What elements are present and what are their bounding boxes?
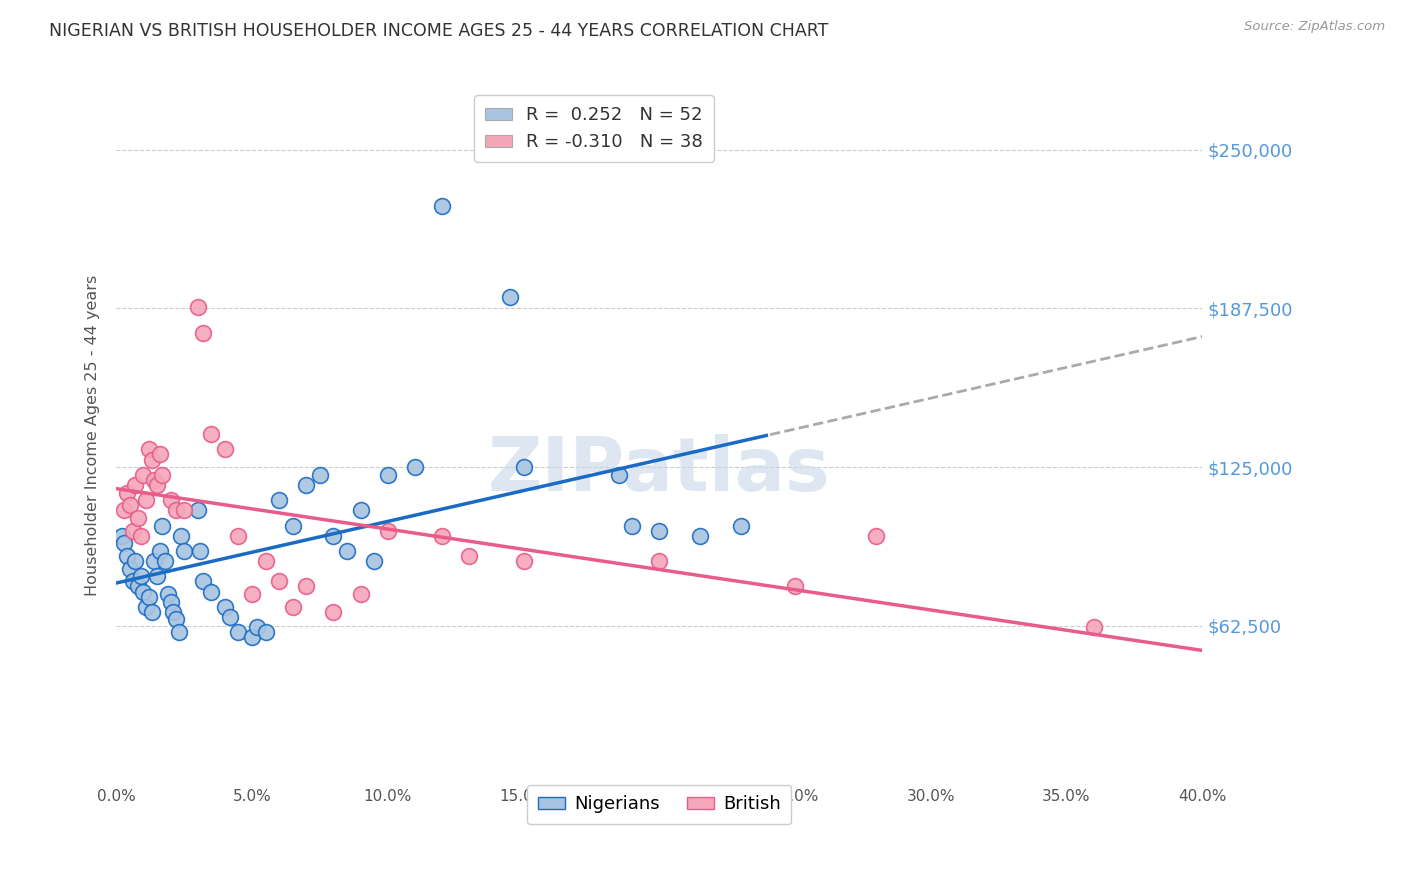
Point: [118, 562, 141, 576]
Point: [254, 625, 277, 640]
Point: [512, 460, 534, 475]
Point: [141, 605, 163, 619]
Text: NIGERIAN VS BRITISH HOUSEHOLDER INCOME AGES 25 - 44 YEARS CORRELATION CHART: NIGERIAN VS BRITISH HOUSEHOLDER INCOME A…: [49, 22, 828, 40]
Point: [1083, 620, 1105, 634]
Point: [281, 599, 304, 614]
Point: [214, 442, 236, 457]
Point: [865, 529, 887, 543]
Point: [146, 478, 169, 492]
Point: [118, 498, 141, 512]
Point: [115, 485, 138, 500]
Point: [129, 529, 152, 543]
Point: [143, 473, 166, 487]
Point: [159, 493, 181, 508]
Point: [132, 584, 155, 599]
Point: [648, 524, 671, 538]
Point: [173, 503, 195, 517]
Point: [159, 595, 181, 609]
Point: [458, 549, 481, 563]
Point: [190, 544, 212, 558]
Point: [240, 630, 263, 644]
Point: [607, 467, 630, 482]
Point: [121, 524, 143, 538]
Point: [689, 529, 711, 543]
Point: [322, 529, 344, 543]
Point: [149, 447, 172, 461]
Point: [191, 326, 214, 340]
Point: [167, 625, 190, 640]
Point: [111, 529, 134, 543]
Point: [141, 452, 163, 467]
Point: [135, 493, 157, 508]
Point: [404, 460, 426, 475]
Point: [132, 467, 155, 482]
Point: [127, 579, 149, 593]
Point: [281, 518, 304, 533]
Point: [336, 544, 359, 558]
Point: [621, 518, 644, 533]
Point: [152, 518, 174, 533]
Point: [349, 587, 371, 601]
Point: [127, 511, 149, 525]
Point: [377, 524, 399, 538]
Text: Source: ZipAtlas.com: Source: ZipAtlas.com: [1244, 20, 1385, 33]
Point: [165, 612, 187, 626]
Point: [246, 620, 269, 634]
Point: [191, 574, 214, 589]
Point: [129, 569, 152, 583]
Point: [187, 300, 209, 314]
Point: [219, 610, 242, 624]
Point: [349, 503, 371, 517]
Point: [730, 518, 752, 533]
Point: [430, 199, 453, 213]
Point: [187, 503, 209, 517]
Point: [499, 290, 522, 304]
Point: [228, 625, 250, 640]
Point: [152, 467, 174, 482]
Point: [783, 579, 806, 593]
Point: [512, 554, 534, 568]
Point: [322, 605, 344, 619]
Point: [162, 605, 184, 619]
Legend: Nigerians, British: Nigerians, British: [527, 785, 792, 824]
Point: [309, 467, 332, 482]
Point: [295, 478, 318, 492]
Point: [377, 467, 399, 482]
Y-axis label: Householder Income Ages 25 - 44 years: Householder Income Ages 25 - 44 years: [86, 275, 100, 596]
Point: [240, 587, 263, 601]
Point: [146, 569, 169, 583]
Point: [121, 574, 143, 589]
Point: [170, 529, 193, 543]
Point: [200, 427, 222, 442]
Point: [135, 599, 157, 614]
Point: [138, 442, 160, 457]
Point: [648, 554, 671, 568]
Point: [228, 529, 250, 543]
Point: [149, 544, 172, 558]
Point: [156, 587, 179, 601]
Point: [112, 503, 135, 517]
Point: [124, 478, 146, 492]
Point: [115, 549, 138, 563]
Text: ZIPatlas: ZIPatlas: [488, 434, 831, 507]
Point: [124, 554, 146, 568]
Point: [173, 544, 195, 558]
Point: [143, 554, 166, 568]
Point: [295, 579, 318, 593]
Point: [112, 536, 135, 550]
Point: [430, 529, 453, 543]
Point: [138, 590, 160, 604]
Point: [254, 554, 277, 568]
Point: [269, 493, 291, 508]
Point: [269, 574, 291, 589]
Point: [153, 554, 176, 568]
Point: [363, 554, 385, 568]
Point: [200, 584, 222, 599]
Point: [214, 599, 236, 614]
Point: [165, 503, 187, 517]
